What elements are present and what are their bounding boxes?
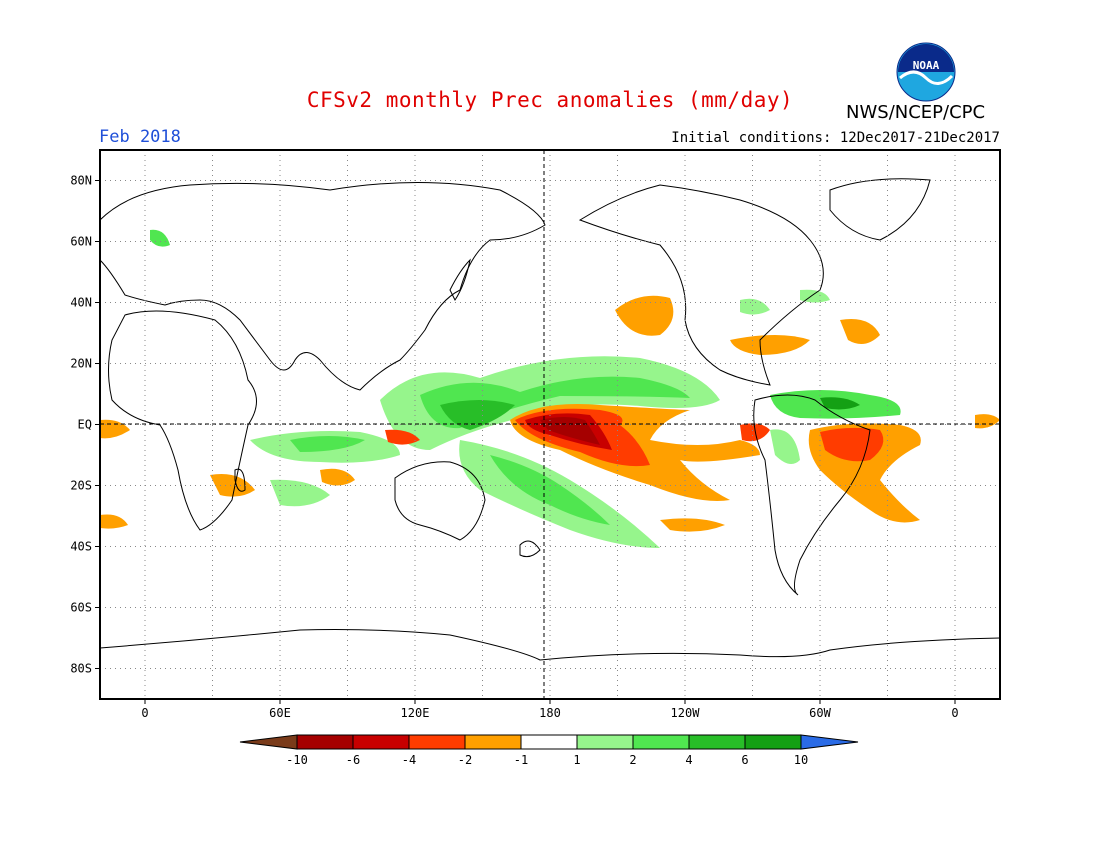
anomaly-wet-warm-pool xyxy=(440,400,515,430)
legend-label: -4 xyxy=(402,753,416,767)
lat-label: 40N xyxy=(70,296,92,310)
anomaly-dry-central-pacific-mid xyxy=(515,408,650,467)
lat-label: 60S xyxy=(70,601,92,615)
legend-swatch xyxy=(576,734,634,750)
coastline-eurasia xyxy=(100,182,546,391)
legend-label: 2 xyxy=(629,753,636,767)
lat-label: 20S xyxy=(70,479,92,493)
anomaly-shading xyxy=(100,229,1000,548)
anomaly-dry-caribbean xyxy=(730,335,810,355)
latitude-labels: 80N 60N 40N 20N EQ 20S 40S 60S 80S xyxy=(70,174,92,676)
anomaly-dry-southern-africa xyxy=(210,474,255,497)
lon-label: 120E xyxy=(401,706,430,720)
lon-label: 60E xyxy=(269,706,291,720)
legend-label: -10 xyxy=(286,753,308,767)
legend-swatch xyxy=(296,734,354,750)
legend-low-arrow xyxy=(239,734,298,750)
lat-label: 40S xyxy=(70,540,92,554)
lat-label: 20N xyxy=(70,357,92,371)
legend-swatch xyxy=(352,734,410,750)
anomaly-dry-africa-equator xyxy=(100,419,130,439)
legend-label: 6 xyxy=(741,753,748,767)
lon-label: 0 xyxy=(141,706,148,720)
anomaly-dry-south-pacific xyxy=(660,518,725,532)
coastlines xyxy=(100,178,1000,661)
legend-swatch xyxy=(632,734,690,750)
anomaly-wet-south-indian xyxy=(270,479,330,507)
forecast-month: Feb 2018 xyxy=(99,127,181,147)
lon-label: 0 xyxy=(951,706,958,720)
anomaly-wet-indian-ocean xyxy=(250,431,400,463)
lat-label: EQ xyxy=(78,418,92,432)
initial-conditions: Initial conditions: 12Dec2017-21Dec2017 xyxy=(671,130,1000,146)
anomaly-dry-south-america xyxy=(808,423,921,523)
anomaly-wet-west-pacific xyxy=(380,356,720,450)
anomaly-wet-north-america xyxy=(740,298,770,315)
legend-high-arrow xyxy=(800,734,859,750)
agency-label: NWS/NCEP/CPC xyxy=(846,102,986,123)
anomaly-wet-atlantic-core xyxy=(820,397,860,410)
coastline-south-america xyxy=(753,394,871,596)
anomaly-dry-north-atlantic xyxy=(840,319,880,344)
legend-swatch xyxy=(464,734,522,750)
legend-label: 4 xyxy=(685,753,692,767)
coastline-new-zealand xyxy=(519,540,541,558)
lat-label: 80N xyxy=(70,174,92,188)
lon-label: 120W xyxy=(671,706,701,720)
legend-label: 1 xyxy=(573,753,580,767)
lat-label: 80S xyxy=(70,662,92,676)
coastline-madagascar xyxy=(234,468,246,492)
anomaly-wet-europe xyxy=(150,229,170,247)
anomaly-dry-atlantic-east xyxy=(975,414,1000,429)
coastline-greenland xyxy=(829,178,931,241)
lat-label: 60N xyxy=(70,235,92,249)
anomaly-wet-spcz xyxy=(459,440,660,548)
map-title: CFSv2 monthly Prec anomalies (mm/day) xyxy=(306,88,794,112)
lon-label: 180 xyxy=(539,706,561,720)
color-legend: -10 -6 -4 -2 -1 1 2 4 6 10 xyxy=(239,734,859,767)
legend-swatch xyxy=(744,734,802,750)
anomaly-dry-indonesia xyxy=(385,429,420,445)
coastline-africa xyxy=(108,310,257,531)
axis-ticks xyxy=(95,180,956,704)
legend-label: 10 xyxy=(794,753,808,767)
map-frame xyxy=(99,149,1001,700)
anomaly-wet-spcz-core xyxy=(490,455,610,525)
legend-swatch xyxy=(408,734,466,750)
anomaly-dry-central-pacific-max xyxy=(540,417,600,445)
anomaly-wet-north-atlantic xyxy=(800,289,830,303)
anomaly-dry-central-pacific-core xyxy=(525,413,612,450)
anomaly-dry-south-indian-ocean xyxy=(320,468,355,486)
coastline-north-america xyxy=(578,184,824,386)
anomaly-dry-south-atlantic xyxy=(100,514,128,529)
legend-label: -1 xyxy=(514,753,528,767)
legend-swatch xyxy=(688,734,746,750)
lon-label: 60W xyxy=(809,706,831,720)
noaa-logo-icon: NOAA xyxy=(896,42,956,102)
anomaly-wet-west-pacific-core xyxy=(420,376,690,429)
legend-label: -6 xyxy=(346,753,360,767)
legend-swatch xyxy=(520,734,578,750)
anomaly-dry-central-pacific-outer xyxy=(510,404,760,501)
anomaly-wet-amazon xyxy=(770,429,800,464)
coastline-antarctica xyxy=(100,629,1000,661)
anomaly-dry-northeast-pacific xyxy=(615,295,674,336)
coastline-japan xyxy=(449,258,471,301)
anomaly-dry-colombia xyxy=(740,423,770,442)
graticule xyxy=(100,150,1000,699)
noaa-logo-text: NOAA xyxy=(913,59,940,72)
legend-label: -2 xyxy=(458,753,472,767)
anomaly-wet-indian-ocean-core xyxy=(290,436,365,452)
anomaly-wet-atlantic-itcz xyxy=(770,390,901,419)
longitude-labels: 0 60E 120E 180 120W 60W 0 xyxy=(141,706,958,720)
coastline-australia xyxy=(394,461,486,541)
anomaly-dry-south-america-core xyxy=(820,427,884,462)
